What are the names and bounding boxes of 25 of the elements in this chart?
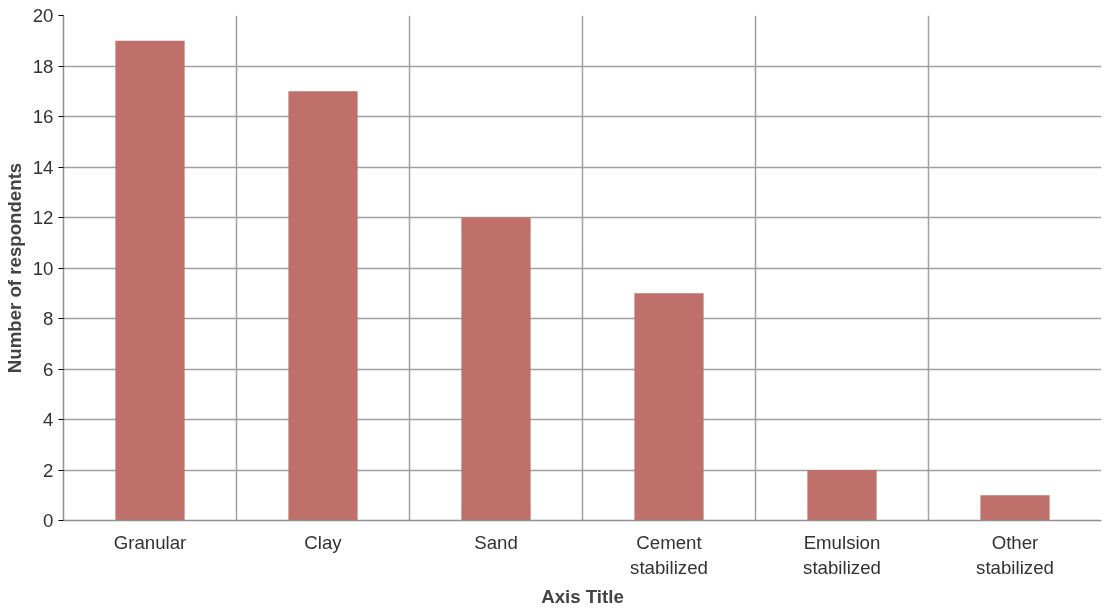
y-tick-label: 20 bbox=[32, 5, 54, 26]
bar bbox=[288, 91, 358, 521]
y-tick-label: 2 bbox=[43, 459, 54, 481]
bar bbox=[461, 217, 531, 521]
y-tick-label: 14 bbox=[32, 156, 54, 178]
bar bbox=[980, 495, 1050, 521]
y-tick-label: 6 bbox=[43, 358, 54, 380]
bar bbox=[807, 470, 877, 521]
y-tick-label: 8 bbox=[43, 308, 54, 329]
y-tick-label: 12 bbox=[32, 207, 54, 228]
bar bbox=[115, 40, 185, 521]
y-tick-label: 4 bbox=[43, 409, 54, 430]
x-tick-label: Other stabilized bbox=[976, 531, 1054, 578]
bar bbox=[634, 293, 704, 521]
y-tick-label: 16 bbox=[32, 106, 54, 127]
x-tick-label: Emulsion stabilized bbox=[803, 531, 881, 578]
y-tick-label: 10 bbox=[32, 257, 54, 279]
x-tick-label: Cement stabilized bbox=[630, 531, 708, 578]
x-tick-label: Granular bbox=[113, 531, 187, 553]
y-tick-label: 18 bbox=[32, 55, 54, 77]
y-axis-title: Number of respondents bbox=[3, 162, 25, 374]
y-tick-label: 0 bbox=[43, 510, 54, 531]
x-tick-label: Sand bbox=[474, 531, 518, 553]
x-axis-title: Axis Title bbox=[541, 585, 624, 607]
x-tick-label: Clay bbox=[304, 531, 343, 553]
